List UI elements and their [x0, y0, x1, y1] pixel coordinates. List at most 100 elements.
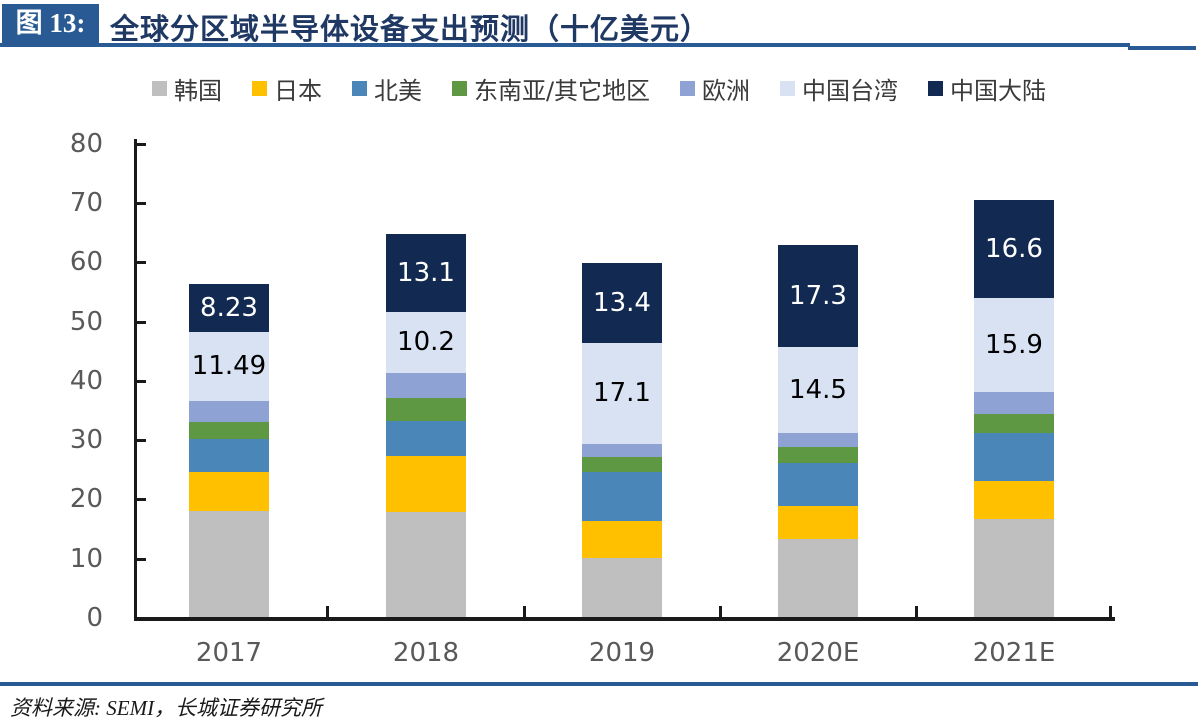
title-underline-right-segment: [1128, 46, 1196, 50]
legend-item-日本: 日本: [251, 71, 322, 106]
bar-segment-日本: [582, 520, 662, 558]
bar-segment-韩国: [974, 519, 1054, 617]
x-axis-tick-mark: [718, 606, 722, 617]
bar-segment-韩国: [189, 510, 269, 617]
bar-segment-北美: [974, 433, 1054, 481]
legend-color-swatch: [451, 80, 467, 96]
legend-item-中国台湾: 中国台湾: [780, 71, 898, 106]
bar-segment-韩国: [778, 538, 858, 617]
legend-item-欧洲: 欧洲: [680, 71, 750, 106]
legend-item-东南亚/其它地区: 东南亚/其它地区: [451, 71, 651, 106]
x-axis-category-label: 2020E: [776, 638, 860, 668]
bar-segment-日本: [778, 506, 858, 539]
y-axis-line: [134, 139, 137, 621]
bar-segment-中国大陆: 17.3: [778, 244, 858, 348]
bar-segment-东南亚/其它地区: [974, 413, 1054, 434]
legend-label: 北美: [373, 76, 422, 105]
y-axis-tick-mark: [137, 557, 146, 561]
stacked-bar-2020E: 14.5 17.3: [778, 244, 858, 617]
legend-color-swatch: [680, 80, 696, 96]
bar-segment-中国大陆: 13.4: [582, 263, 662, 343]
bar-segment-欧洲: [386, 372, 466, 398]
bar-segment-中国台湾: 11.49: [189, 332, 269, 401]
bar-value-label: 17.3: [789, 280, 847, 311]
bar-segment-北美: [189, 438, 269, 473]
bar-segment-日本: [386, 455, 466, 512]
y-axis-tick-label: 20: [69, 484, 103, 515]
bar-segment-东南亚/其它地区: [582, 457, 662, 473]
y-axis-tick-mark: [137, 261, 146, 265]
y-axis-tick-label: 50: [69, 306, 103, 337]
y-axis-tick-mark: [137, 439, 146, 443]
stacked-bar-2019: 17.1 13.4: [582, 263, 662, 617]
bar-value-label: 10.2: [397, 327, 455, 358]
bar-segment-欧洲: [582, 443, 662, 458]
bar-segment-中国台湾: 15.9: [974, 298, 1054, 393]
bar-segment-日本: [189, 472, 269, 511]
y-axis-tick-label: 10: [69, 543, 103, 574]
y-axis-tick-mark: [137, 201, 146, 205]
y-axis-tick-label: 30: [69, 425, 103, 456]
figure-number-badge: 图 13:: [2, 4, 99, 43]
bar-segment-中国大陆: 13.1: [386, 234, 466, 313]
y-axis-tick-mark: [137, 498, 146, 502]
x-axis-category-label: 2018: [392, 638, 460, 668]
x-axis-line: [134, 617, 1115, 621]
x-axis-tick-mark: [522, 606, 526, 617]
x-axis-tick-mark: [326, 606, 329, 617]
bar-segment-中国大陆: 16.6: [974, 199, 1054, 298]
y-axis-tick-mark: [137, 320, 146, 324]
bar-segment-欧洲: [189, 400, 269, 423]
legend-color-swatch: [928, 80, 944, 96]
bar-segment-欧洲: [974, 392, 1054, 414]
legend-label: 日本: [273, 76, 322, 105]
bar-segment-日本: [974, 480, 1054, 520]
legend-label: 中国大陆: [950, 76, 1047, 105]
chart-legend: 韩国 日本 北美 东南亚/其它地区 欧洲 中国台湾 中国大陆: [0, 71, 1198, 106]
y-axis-tick-label: 70: [69, 187, 103, 218]
legend-label: 中国台湾: [802, 76, 899, 105]
bar-segment-北美: [582, 472, 662, 521]
legend-color-swatch: [351, 80, 367, 96]
bar-segment-欧洲: [778, 433, 858, 447]
x-axis-tick-mark: [914, 606, 918, 617]
x-axis-category-label: 2021E: [972, 638, 1056, 668]
bar-segment-韩国: [582, 557, 662, 617]
bar-value-label: 11.49: [191, 351, 267, 382]
bar-segment-东南亚/其它地区: [189, 422, 269, 439]
stacked-bar-2017: 11.49 8.23: [189, 283, 269, 617]
bar-segment-中国大陆: 8.23: [189, 283, 269, 333]
y-axis-tick-label: 60: [69, 247, 103, 278]
chart-title: 全球分区域半导体设备支出预测（十亿美元）: [110, 14, 711, 46]
bar-value-label: 15.9: [985, 330, 1043, 361]
bar-value-label: 14.5: [789, 375, 847, 406]
stacked-bar-2018: 10.2 13.1: [386, 234, 466, 617]
legend-label: 东南亚/其它地区: [473, 76, 651, 105]
bar-segment-北美: [386, 421, 466, 456]
bar-segment-东南亚/其它地区: [386, 397, 466, 422]
bar-value-label: 17.1: [593, 378, 651, 409]
legend-label: 欧洲: [702, 76, 751, 105]
bar-value-label: 8.23: [200, 293, 258, 323]
y-axis-tick-mark: [137, 142, 146, 146]
legend-color-swatch: [251, 80, 267, 96]
source-note: 资料来源: SEMI，长城证券研究所: [10, 696, 323, 719]
y-axis-tick-label: 0: [86, 603, 103, 633]
title-underline: [0, 43, 1130, 47]
x-axis-category-label: 2019: [588, 638, 656, 668]
bar-segment-中国台湾: 10.2: [386, 312, 466, 373]
bar-segment-东南亚/其它地区: [778, 446, 858, 463]
x-axis-category-label: 2017: [195, 638, 263, 668]
y-axis-tick-mark: [137, 379, 146, 383]
footer-divider: [0, 682, 1198, 686]
legend-item-北美: 北美: [351, 71, 422, 106]
legend-color-swatch: [151, 80, 167, 96]
y-axis-tick-label: 80: [69, 128, 103, 159]
legend-item-韩国: 韩国: [151, 71, 222, 106]
bar-value-label: 13.4: [593, 287, 651, 318]
bar-segment-韩国: [386, 511, 466, 617]
legend-item-中国大陆: 中国大陆: [928, 71, 1046, 106]
bar-value-label: 13.1: [397, 258, 455, 289]
